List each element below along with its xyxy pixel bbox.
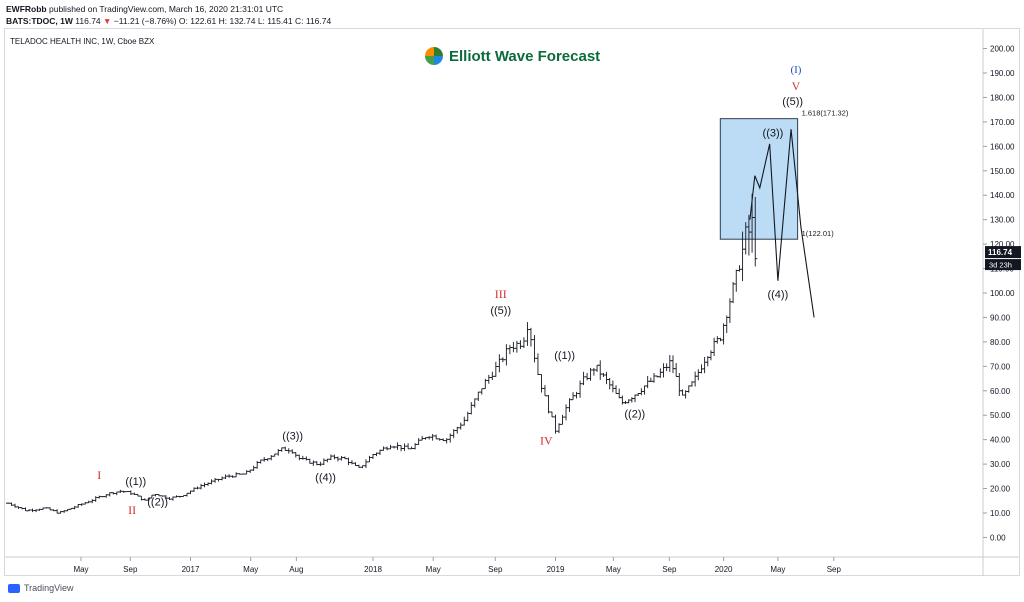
wave-label: ((5)) — [490, 305, 511, 317]
x-tick-label: Aug — [289, 565, 303, 574]
wave-label: ((4)) — [315, 472, 336, 484]
y-tick-label: 40.00 — [990, 436, 1011, 445]
x-tick-label: 2020 — [715, 565, 733, 574]
y-tick-label: 160.00 — [990, 142, 1015, 151]
chart-frame — [4, 28, 1020, 576]
wave-label: ((2)) — [147, 497, 168, 509]
ticker: BATS:TDOC, 1W — [6, 16, 73, 26]
y-tick-label: 180.00 — [990, 93, 1015, 102]
publish-line: EWFRobb published on TradingView.com, Ma… — [6, 4, 283, 14]
elliott-wave-logo-icon — [425, 47, 443, 65]
x-tick-label: 2018 — [364, 565, 382, 574]
wave-projection-path — [749, 129, 815, 318]
footer[interactable]: TradingView — [8, 583, 74, 593]
bar-countdown-tag — [985, 259, 1021, 271]
y-tick-label: 150.00 — [990, 167, 1015, 176]
wave-label: (I) — [790, 64, 801, 76]
fib-label-low: 1(122.01) — [802, 229, 835, 238]
brand-logo: Elliott Wave Forecast — [425, 47, 600, 65]
y-tick-label: 170.00 — [990, 118, 1015, 127]
x-tick-label: May — [606, 565, 621, 574]
y-tick-label: 70.00 — [990, 362, 1011, 371]
y-tick-label: 100.00 — [990, 289, 1015, 298]
author: EWFRobb — [6, 4, 47, 14]
price-change: −11.21 (−8.76%) — [113, 16, 177, 26]
wave-label: ((5)) — [782, 96, 803, 108]
x-tick-label: 2019 — [547, 565, 565, 574]
x-tick-label: May — [426, 565, 441, 574]
wave-label: ((3)) — [763, 128, 784, 140]
x-tick-label: Sep — [827, 565, 842, 574]
wave-label: IV — [540, 434, 553, 448]
x-tick-label: Sep — [123, 565, 138, 574]
y-tick-label: 90.00 — [990, 313, 1011, 322]
footer-label: TradingView — [24, 583, 74, 593]
y-tick-label: 20.00 — [990, 485, 1011, 494]
ohlc-values: O: 122.61 H: 132.74 L: 115.41 C: 116.74 — [178, 16, 332, 26]
last-price-tag — [985, 246, 1021, 259]
x-tick-label: May — [73, 565, 88, 574]
wave-label: II — [128, 503, 136, 517]
publish-info: published on TradingView.com, March 16, … — [48, 4, 284, 14]
last-price-label: 116.74 — [988, 248, 1013, 257]
bar-countdown-label: 3d 23h — [989, 261, 1012, 270]
wave-label: I — [97, 468, 101, 482]
last-price: 116.74 — [75, 16, 101, 26]
wave-label: III — [495, 287, 507, 301]
change-arrow: ▼ — [103, 16, 112, 26]
fib-label-high: 1.618(171.32) — [802, 109, 849, 118]
x-tick-label: 2017 — [182, 565, 200, 574]
y-tick-label: 130.00 — [990, 216, 1015, 225]
y-tick-label: 120.00 — [990, 240, 1015, 249]
y-tick-label: 60.00 — [990, 387, 1011, 396]
symbol-line: BATS:TDOC, 1W 116.74 ▼ −11.21 (−8.76%) O… — [6, 16, 331, 26]
y-tick-label: 200.00 — [990, 45, 1015, 54]
x-tick-label: Sep — [662, 565, 677, 574]
wave-label: V — [792, 79, 801, 93]
fib-target-box — [719, 118, 799, 240]
wave-label: ((4)) — [767, 289, 788, 301]
y-tick-label: 80.00 — [990, 338, 1011, 347]
wave-label: ((1)) — [125, 476, 146, 488]
y-tick-label: 140.00 — [990, 191, 1015, 200]
wave-label: ((3)) — [282, 431, 303, 443]
y-tick-label: 190.00 — [990, 69, 1015, 78]
chart-legend: TELADOC HEALTH INC, 1W, Cboe BZX — [10, 37, 155, 46]
x-tick-label: May — [243, 565, 258, 574]
wave-label: ((1)) — [554, 350, 575, 362]
y-tick-label: 50.00 — [990, 411, 1011, 420]
y-tick-label: 10.00 — [990, 509, 1011, 518]
y-tick-label: 0.00 — [990, 533, 1006, 542]
x-tick-label: May — [770, 565, 785, 574]
x-tick-label: Sep — [488, 565, 503, 574]
tradingview-icon — [8, 583, 20, 593]
wave-label: ((2)) — [624, 409, 645, 421]
brand-name: Elliott Wave Forecast — [449, 47, 601, 65]
y-tick-label: 30.00 — [990, 460, 1011, 469]
